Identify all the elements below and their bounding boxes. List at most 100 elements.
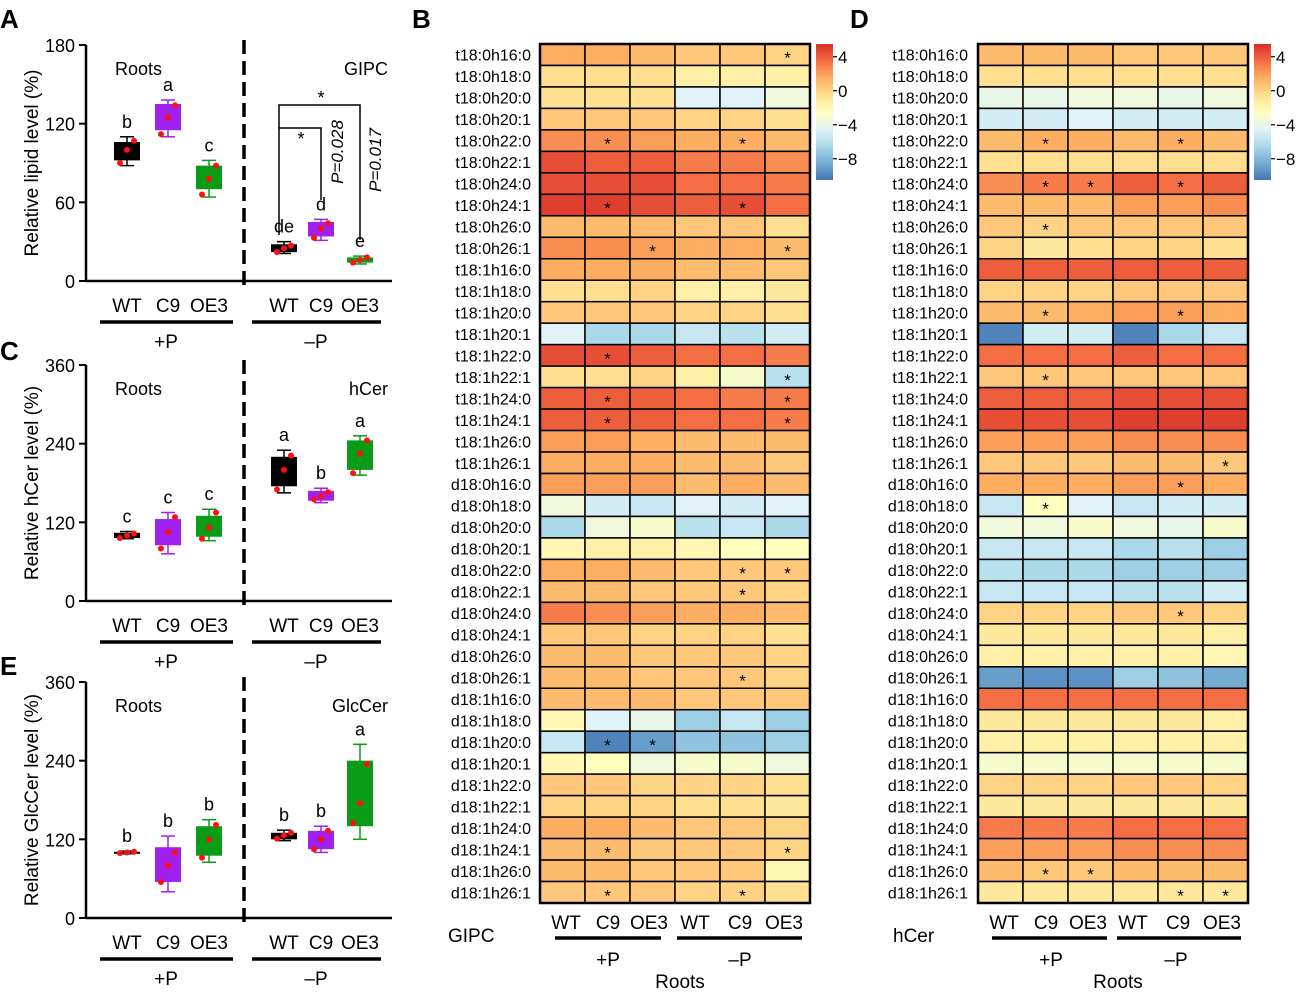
heatmap-cell <box>629 515 676 539</box>
heatmap-cell <box>1067 215 1114 239</box>
heatmap-cell <box>629 279 676 303</box>
column-label: C9 <box>1166 913 1190 934</box>
row-label: d18:0h26:0 <box>451 649 531 666</box>
heatmap-cell <box>1202 601 1249 625</box>
heatmap-cell <box>1067 451 1114 475</box>
significance-star: * <box>739 135 746 154</box>
heatmap-cell <box>539 215 586 239</box>
heatmap-cell <box>977 794 1024 818</box>
heatmap-cell <box>539 193 586 217</box>
heatmap-cell <box>764 193 811 217</box>
group-label-plus-p: +P <box>154 969 178 990</box>
heatmap-cell <box>1112 429 1159 453</box>
data-point <box>165 114 171 121</box>
tissue-label: Roots <box>1093 972 1143 993</box>
colorbar-tick-label: 0 <box>838 82 847 101</box>
heatmap-cell <box>674 193 721 217</box>
x-tick-label: C9 <box>309 296 333 317</box>
significance-letter: b <box>122 826 132 846</box>
heatmap-cell <box>629 880 676 904</box>
heatmap-cell <box>764 472 811 496</box>
heatmap-cell <box>1202 64 1249 88</box>
heatmap-cell <box>1157 43 1204 67</box>
row-label: t18:0h26:0 <box>892 220 968 237</box>
heatmap-cell <box>764 279 811 303</box>
heatmap-cell <box>539 451 586 475</box>
heatmap-cell <box>1112 365 1159 389</box>
heatmap-cell <box>764 258 811 281</box>
heatmap-cell <box>674 107 721 131</box>
heatmap-cell <box>584 429 631 453</box>
data-point <box>364 437 370 444</box>
row-label: d18:0h26:1 <box>888 671 968 688</box>
heatmap-cell <box>629 150 676 174</box>
heatmap-cell <box>1202 515 1249 539</box>
heatmap-cell <box>674 644 721 668</box>
heatmap-cell <box>1202 150 1249 174</box>
group-label-minus-p: –P <box>304 969 327 990</box>
heatmap-cell <box>539 859 586 883</box>
heatmap-cell <box>1202 859 1249 883</box>
row-label: t18:1h24:0 <box>892 391 968 408</box>
heatmap-cell <box>584 236 631 260</box>
heatmap-cell <box>539 601 586 625</box>
row-label: d18:1h20:0 <box>451 735 531 752</box>
heatmap-cell <box>674 215 721 239</box>
heatmap-cell <box>764 730 811 754</box>
heatmap-cell <box>977 86 1024 110</box>
heatmap-cell <box>1157 64 1204 88</box>
row-label: t18:1h16:0 <box>455 262 531 279</box>
significance-star: * <box>1177 178 1184 197</box>
heatmap-cell <box>719 172 766 196</box>
heatmap-cell <box>1157 687 1204 711</box>
heatmap-cell <box>764 129 811 153</box>
heatmap-frame <box>976 42 1250 905</box>
heatmap-cell <box>674 623 721 647</box>
x-tick-label: OE3 <box>341 296 379 317</box>
significance-letter: a <box>355 719 366 739</box>
y-tick-label: 120 <box>45 830 75 850</box>
row-label: d18:0h16:0 <box>451 477 531 494</box>
heatmap-cell <box>539 408 586 432</box>
y-tick-label: 0 <box>65 592 75 612</box>
heatmap-cell <box>1022 515 1069 539</box>
heatmap-cell <box>629 472 676 496</box>
heatmap-cell <box>539 666 586 690</box>
heatmap-cell <box>674 322 721 346</box>
row-label: t18:1h20:0 <box>892 305 968 322</box>
heatmap-cell <box>674 687 721 711</box>
heatmap-cell <box>584 472 631 496</box>
significance-star: * <box>784 242 791 261</box>
row-label: t18:0h22:0 <box>892 134 968 151</box>
heatmap-cell <box>629 687 676 711</box>
heatmap-cell <box>539 472 586 496</box>
inset-label-tissue: Roots <box>115 696 162 716</box>
heatmap-cell <box>1067 708 1114 732</box>
heatmap-cell <box>1112 837 1159 861</box>
heatmap-cell <box>977 150 1024 174</box>
heatmap-cell <box>674 86 721 110</box>
heatmap-cell <box>629 773 676 797</box>
heatmap-cell <box>1112 730 1159 754</box>
heatmap-cell <box>584 300 631 324</box>
heatmap-cell <box>719 515 766 539</box>
heatmap-cell <box>764 859 811 883</box>
heatmap-cell <box>1157 751 1204 775</box>
heatmap-cell <box>1022 429 1069 453</box>
heatmap-cell <box>764 451 811 475</box>
heatmap-cell <box>674 816 721 840</box>
inset-label-lipid: GIPC <box>344 59 388 79</box>
heatmap-cell <box>674 601 721 625</box>
colorbar-tick-label: −4 <box>838 116 857 135</box>
data-point <box>350 819 356 826</box>
heatmap-cell <box>764 601 811 625</box>
heatmap-cell <box>764 215 811 239</box>
heatmap-cell <box>1112 816 1159 840</box>
heatmap-cell <box>629 429 676 453</box>
heatmap-cell <box>629 751 676 775</box>
heatmap-cell <box>1202 687 1249 711</box>
heatmap-cell <box>584 666 631 690</box>
heatmap-cell <box>629 558 676 582</box>
heatmap-cell <box>674 300 721 324</box>
heatmap-cell <box>539 429 586 453</box>
